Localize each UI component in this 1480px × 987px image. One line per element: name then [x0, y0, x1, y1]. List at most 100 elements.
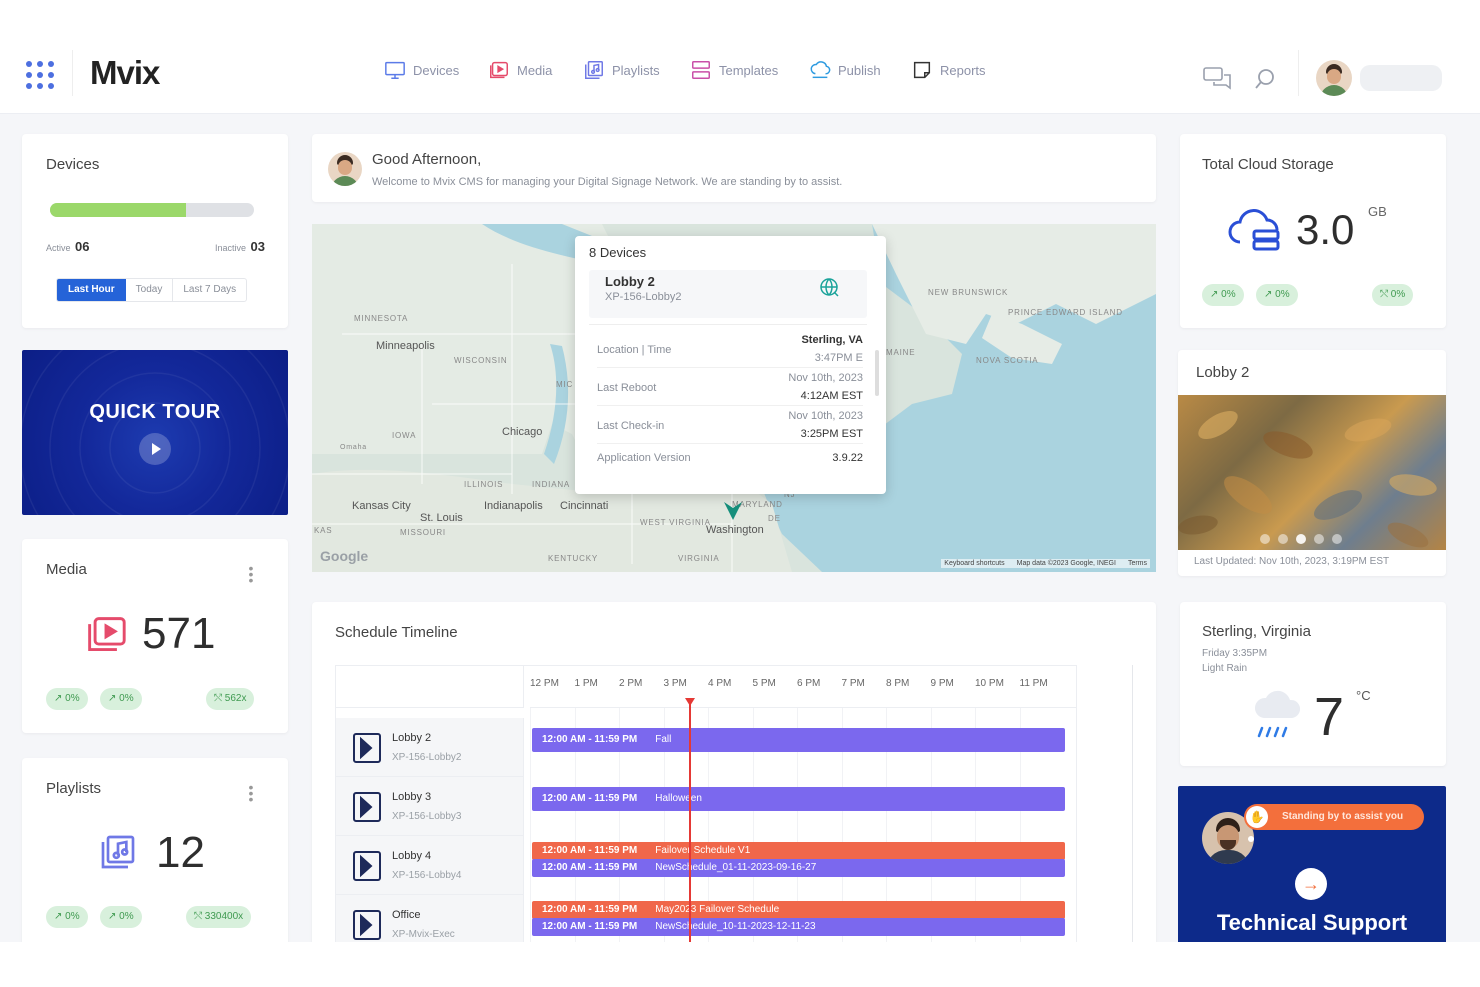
storage-pill-2: ↗ 0% [1256, 284, 1298, 306]
monitor-icon [385, 61, 405, 79]
carousel-dots[interactable] [1260, 534, 1342, 544]
top-navbar: Mvix Devices Media Playlists Templates P… [0, 32, 1480, 114]
row-device-id: XP-156-Lobby4 [392, 870, 462, 881]
reports-icon [913, 61, 931, 79]
current-time-arrow [685, 698, 695, 706]
nav-playlists[interactable]: Playlists [583, 58, 660, 82]
schedule-bar-time: 12:00 AM - 11:59 PM [542, 904, 638, 915]
device-player-icon [353, 910, 381, 940]
hour-tick-label: 3 PM [663, 678, 687, 689]
playlists-pill-1: ↗ 0% [46, 906, 88, 928]
map-label: MINNESOTA [354, 314, 409, 323]
storage-value: 3.0 [1296, 206, 1355, 253]
map-label: MARYLAND [732, 500, 783, 509]
schedule-title: Schedule Timeline [335, 624, 458, 641]
schedule-bar[interactable]: 12:00 AM - 11:59 PM NewSchedule_10-11-202… [532, 918, 1065, 936]
device-map[interactable]: MINNESOTA Minneapolis WISCONSIN IOWA Omaha Ch… [312, 224, 1156, 572]
playlists-card: Playlists • • • 12 ↗ 0% ↗ 0% ⤲ 330400x [22, 758, 288, 942]
row-device-cell: Lobby 2 XP-156-Lobby2 [336, 718, 524, 777]
storage-unit: GB [1368, 204, 1387, 219]
popup-device-count: 8 Devices [589, 245, 647, 260]
inactive-count: 03 [250, 239, 265, 254]
active-stat: Active 06 [46, 238, 89, 256]
weather-condition: Light Rain [1202, 663, 1248, 674]
hour-tick-label: 2 PM [619, 678, 643, 689]
row-device-name: Lobby 4 [392, 850, 432, 862]
row-device-cell: Lobby 4 XP-156-Lobby4 [336, 836, 524, 895]
lobby-preview-image[interactable] [1178, 395, 1446, 550]
gridline [1019, 708, 1021, 942]
play-icon[interactable] [139, 433, 171, 465]
tab-last-hour[interactable]: Last Hour [57, 279, 126, 301]
storage-title: Total Cloud Storage [1202, 156, 1334, 173]
map-footer: Keyboard shortcuts Map data ©2023 Google… [941, 559, 1150, 568]
search-icon[interactable] [1254, 68, 1276, 90]
popup-scrollbar[interactable] [875, 350, 879, 396]
schedule-bar[interactable]: 12:00 AM - 11:59 PM Failover Schedule V1 [532, 842, 1065, 860]
schedule-bar[interactable]: 12:00 AM - 11:59 PM NewSchedule_01-11-202… [532, 859, 1065, 877]
welcome-card: Good Afternoon, Welcome to Mvix CMS for … [312, 134, 1156, 202]
nav-devices-label: Devices [413, 62, 460, 78]
schedule-row[interactable]: Lobby 4 XP-156-Lobby4 12:00 AM - 11:59 PM F… [336, 836, 1076, 895]
storage-card: Total Cloud Storage 3.0 GB ↗ 0% ↗ 0% ⤲ 0… [1180, 134, 1446, 328]
technical-support-banner[interactable]: Standing by to assist you ✋ → Technical … [1178, 786, 1446, 942]
map-terms-link[interactable]: Terms [1127, 560, 1147, 567]
map-label: NOVA SCOTIA [976, 356, 1039, 365]
mvix-logo[interactable]: Mvix [90, 54, 160, 91]
map-label: KAS [314, 526, 333, 535]
schedule-bar[interactable]: 12:00 AM - 11:59 PM Halloween [532, 787, 1065, 811]
nav-media[interactable]: Media [488, 58, 552, 82]
playlists-menu-icon[interactable]: • • • [248, 779, 254, 807]
user-name[interactable] [1360, 65, 1442, 91]
row-device-id: XP-156-Lobby3 [392, 811, 462, 822]
popup-device-header[interactable]: Lobby 2 XP-156-Lobby2 [589, 270, 867, 318]
hour-axis: 12 PM 1 PM 2 PM 3 PM 4 PM 5 PM 6 PM 7 PM 8 PM 9 P… [530, 666, 1076, 708]
map-label: ILLINOIS [464, 480, 504, 489]
dashboard-canvas: Devices Active 06 Inactive 03 Last Hour … [0, 114, 1480, 942]
lobby-preview-updated: Last Updated: Nov 10th, 2023, 3:19PM EST [1194, 556, 1390, 567]
nav-publish[interactable]: Publish [809, 58, 881, 82]
schedule-row[interactable]: Lobby 3 XP-156-Lobby3 12:00 AM - 11:59 PM H… [336, 777, 1076, 836]
support-bubble-text: Standing by to assist you [1282, 811, 1404, 822]
globe-icon[interactable] [819, 277, 841, 299]
gridline [708, 708, 709, 942]
media-menu-icon[interactable]: • • • [248, 560, 254, 588]
schedule-bar-title: Failover Schedule V1 [655, 845, 751, 856]
map-pin-icon[interactable] [722, 498, 744, 522]
map-shortcuts-link[interactable]: Keyboard shortcuts [944, 560, 1005, 567]
tab-last-7-days[interactable]: Last 7 Days [183, 284, 237, 295]
inactive-label: Inactive [215, 243, 247, 253]
schedule-scrollbar[interactable] [1132, 665, 1133, 942]
schedule-row[interactable]: Lobby 2 XP-156-Lobby2 12:00 AM - 11:59 PM F… [336, 718, 1076, 777]
gridline [841, 708, 843, 942]
nav-templates[interactable]: Templates [690, 58, 778, 82]
map-label: MAINE [886, 348, 916, 357]
popup-detail-label: Last Check-in [597, 420, 665, 432]
weather-card: Sterling, Virginia Friday 3:35PM Light R… [1180, 602, 1446, 766]
weather-temp: 7 [1314, 687, 1345, 747]
row-device-cell: Lobby 3 XP-156-Lobby3 [336, 777, 524, 836]
avatar[interactable] [1316, 60, 1352, 96]
schedule-row[interactable]: Office XP-Mvix-Exec 12:00 AM - 11:59 PM May… [336, 895, 1076, 942]
storage-pill-3: ⤲ 0% [1372, 284, 1414, 306]
schedule-bar[interactable]: 12:00 AM - 11:59 PM May2023 Failover Sche… [532, 901, 1065, 919]
nav-reports[interactable]: Reports [911, 58, 986, 82]
welcome-avatar [328, 152, 362, 186]
schedule-bar[interactable]: 12:00 AM - 11:59 PM Fall [532, 728, 1065, 752]
map-label: MISSOURI [400, 528, 446, 537]
chat-icon[interactable] [1202, 66, 1234, 90]
nav-devices[interactable]: Devices [384, 58, 459, 82]
playlist-icon [585, 61, 603, 79]
current-time-marker [689, 700, 691, 942]
hour-tick-label: 5 PM [752, 678, 776, 689]
arrow-right-icon[interactable]: → [1295, 868, 1327, 900]
tab-today[interactable]: Today [126, 279, 174, 301]
app-grid-icon[interactable] [26, 61, 54, 89]
cloud-storage-icon [1228, 209, 1280, 251]
device-popup: 8 Devices Lobby 2 XP-156-Lobby2 Location… [575, 236, 886, 494]
nav-publish-label: Publish [838, 62, 881, 78]
hour-tick-label: 6 PM [797, 678, 821, 689]
quick-tour-banner[interactable]: QUICK TOUR [22, 350, 288, 515]
row-device-id: XP-Mvix-Exec [392, 929, 455, 940]
media-card: Media • • • 571 ↗ 0% ↗ 0% ⤲ 562x [22, 539, 288, 733]
